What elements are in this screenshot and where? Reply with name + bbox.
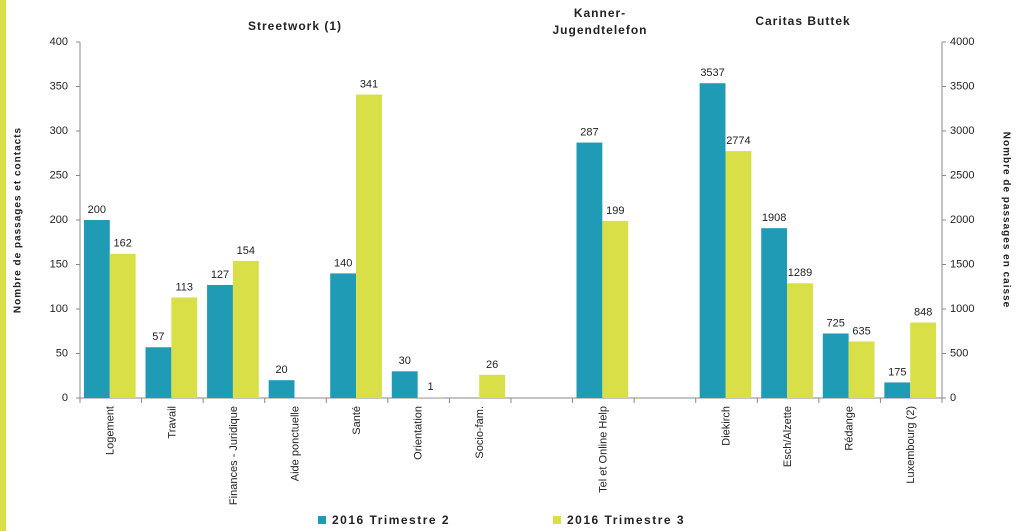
bar [83, 220, 110, 398]
y-tick-label: 400 [50, 36, 68, 48]
y-tick-label: 300 [50, 125, 68, 137]
bar [171, 297, 198, 398]
bar [417, 397, 444, 398]
y-axis-label: Nombre de passages et contacts [13, 127, 24, 313]
data-label: 287 [580, 126, 598, 138]
data-label: 2774 [726, 135, 750, 147]
y2-tick-label: 1000 [950, 303, 974, 315]
x-tick-label: Tel et Online Help [597, 406, 609, 493]
bar [910, 322, 937, 398]
group-label: Caritas Buttek [755, 14, 850, 28]
x-tick-label: Orientation [413, 406, 425, 460]
bar [330, 273, 357, 398]
group-label: Kanner- [574, 6, 626, 20]
bar [884, 382, 911, 398]
y-tick-label: 200 [50, 214, 68, 226]
data-label: 175 [888, 366, 906, 378]
bar [602, 220, 629, 398]
data-label: 26 [486, 359, 498, 371]
data-label: 140 [334, 257, 352, 269]
data-label: 154 [237, 245, 255, 257]
bar [232, 260, 259, 398]
legend-swatch [318, 516, 326, 524]
bar [787, 283, 813, 398]
y-tick-label: 350 [50, 80, 68, 92]
y-tick-label: 50 [56, 347, 68, 359]
y-tick-label: 100 [50, 303, 68, 315]
x-tick-label: Luxembourg (2) [905, 406, 917, 484]
bar [479, 374, 506, 398]
data-label: 199 [606, 205, 624, 217]
bar [391, 371, 418, 398]
bar [109, 253, 136, 398]
bar [725, 151, 752, 398]
data-label: 113 [176, 281, 194, 293]
data-label: 1 [428, 381, 434, 393]
data-label: 57 [152, 331, 164, 343]
y-tick-label: 150 [50, 258, 68, 270]
data-label: 341 [360, 78, 378, 90]
bar [822, 333, 849, 398]
bar [356, 94, 382, 398]
y-tick-label: 0 [62, 392, 68, 404]
legend-label: 2016 Trimestre 2 [332, 513, 450, 527]
data-label: 848 [914, 306, 932, 318]
x-tick-label: Aide ponctuelle [289, 406, 301, 481]
y2-tick-label: 0 [950, 392, 956, 404]
data-label: 725 [827, 317, 845, 329]
x-tick-label: Diekirch [720, 406, 732, 446]
bar [699, 83, 726, 398]
x-tick-label: Socio-fam. [474, 406, 486, 459]
bar [145, 347, 172, 398]
y2-axis-label: Nombre de passages en caisse [1000, 132, 1011, 308]
y-tick-label: 250 [50, 169, 68, 181]
bar [268, 380, 295, 398]
y2-tick-label: 500 [950, 347, 968, 359]
y2-tick-label: 1500 [950, 258, 974, 270]
y2-tick-label: 2000 [950, 214, 974, 226]
bar [207, 284, 233, 398]
legend-swatch [553, 516, 561, 524]
bar [761, 228, 788, 398]
data-label: 635 [852, 325, 870, 337]
x-tick-label: Travail [166, 406, 178, 439]
data-label: 162 [114, 238, 132, 250]
data-label: 200 [88, 204, 106, 216]
x-tick-label: Logement [105, 406, 117, 455]
x-tick-label: Esch/Alzette [782, 406, 794, 467]
data-label: 20 [275, 364, 287, 376]
data-label: 3537 [700, 67, 724, 79]
y2-tick-label: 3500 [950, 80, 974, 92]
bar [848, 341, 875, 398]
data-label: 1908 [762, 212, 786, 224]
group-label: Streetwork (1) [248, 19, 342, 33]
data-label: 1289 [788, 267, 812, 279]
group-label: Jugendtelefon [552, 23, 647, 37]
x-tick-label: Rédange [844, 406, 856, 451]
legend-label: 2016 Trimestre 3 [567, 513, 685, 527]
data-label: 127 [211, 269, 229, 281]
bar [576, 142, 603, 398]
x-tick-label: Finances - Juridique [228, 406, 240, 505]
y2-tick-label: 4000 [950, 36, 974, 48]
y2-tick-label: 3000 [950, 125, 974, 137]
data-label: 30 [399, 355, 411, 367]
side-stripe [0, 0, 6, 531]
x-tick-label: Santé [351, 406, 363, 435]
y2-tick-label: 2500 [950, 169, 974, 181]
